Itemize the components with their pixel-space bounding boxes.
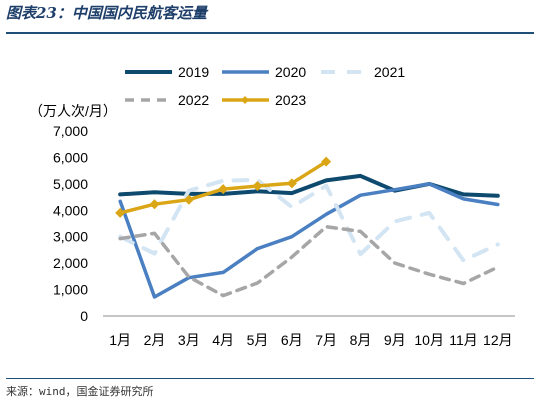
series-line-2020 [118,182,500,299]
x-tick-label: 5月 [247,332,269,348]
data-point-2023 [115,207,126,218]
y-tick-label: 2,000 [53,255,88,271]
x-tick-label: 4月 [212,332,234,348]
x-tick-label: 11月 [449,332,478,348]
source-note: 来源：wind，国金证券研究所 [6,385,154,398]
y-tick-label: 5,000 [53,176,88,192]
x-tick-label: 1月 [109,332,131,348]
legend-marker-2023 [241,96,249,104]
series-line-2021 [118,177,500,263]
x-tick-label: 3月 [178,332,200,348]
data-point-2023 [252,180,263,191]
data-point-2023 [286,178,297,189]
x-tick-label: 12月 [483,332,513,348]
y-tick-label: 1,000 [53,282,88,298]
x-tick-label: 6月 [281,332,303,348]
legend-label-2019: 2019 [178,64,209,80]
data-point-2023 [183,194,194,205]
x-tick-label: 9月 [384,332,406,348]
y-tick-label: 4,000 [53,202,88,218]
legend-label-2021: 2021 [374,64,405,80]
legend-label-2020: 2020 [275,64,306,80]
y-tick-label: 0 [80,308,88,324]
x-tick-label: 8月 [350,332,372,348]
series-line-2022 [118,224,500,298]
title-rule [6,32,534,34]
data-point-2023 [321,156,332,167]
footer-rule [6,378,534,379]
y-axis-label: （万人次/月） [29,103,117,119]
figure-title: 图表23：中国国内民航客运量 [6,4,207,22]
x-tick-label: 2月 [144,332,166,348]
x-tick-label: 10月 [414,332,444,348]
series-line-2019 [118,173,500,198]
y-tick-label: 6,000 [53,149,88,165]
data-point-2023 [149,199,160,210]
y-tick-label: 7,000 [53,123,88,139]
data-point-2023 [218,184,229,195]
y-tick-label: 3,000 [53,229,88,245]
legend-label-2023: 2023 [275,92,306,108]
x-tick-label: 7月 [315,332,337,348]
legend-label-2022: 2022 [178,92,209,108]
